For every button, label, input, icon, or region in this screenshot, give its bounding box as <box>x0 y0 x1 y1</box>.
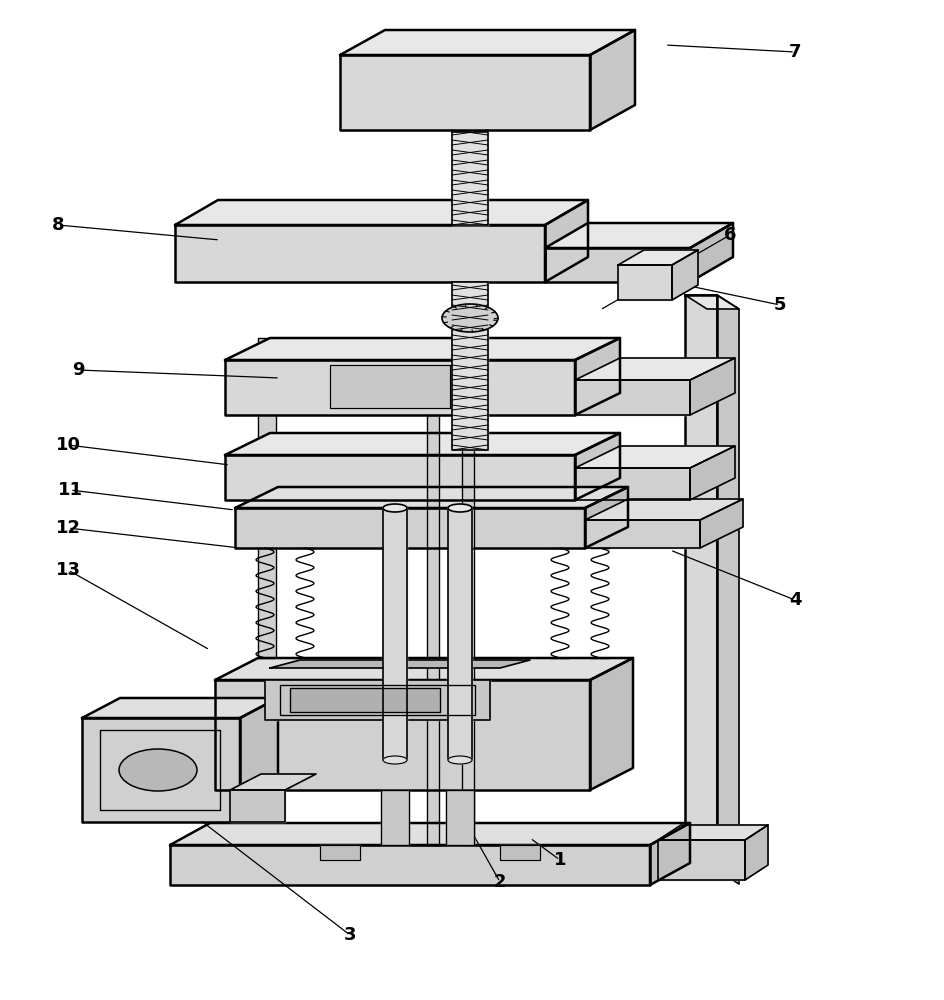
Polygon shape <box>427 415 439 845</box>
Text: 2: 2 <box>493 873 506 891</box>
Text: 11: 11 <box>58 481 82 499</box>
Text: 5: 5 <box>773 296 785 314</box>
Polygon shape <box>229 790 285 822</box>
Polygon shape <box>574 358 734 380</box>
Polygon shape <box>744 825 767 880</box>
Polygon shape <box>215 658 632 680</box>
Text: 13: 13 <box>56 561 80 579</box>
Polygon shape <box>617 250 698 265</box>
Polygon shape <box>225 360 574 415</box>
Ellipse shape <box>382 756 407 764</box>
Polygon shape <box>589 30 634 130</box>
Polygon shape <box>545 200 587 282</box>
Polygon shape <box>684 295 738 309</box>
Polygon shape <box>584 487 628 548</box>
Polygon shape <box>447 508 471 760</box>
Polygon shape <box>329 365 449 408</box>
Polygon shape <box>617 265 671 300</box>
Polygon shape <box>82 718 240 822</box>
Polygon shape <box>258 338 276 848</box>
Polygon shape <box>446 790 474 845</box>
Polygon shape <box>589 658 632 790</box>
Ellipse shape <box>382 504 407 512</box>
Polygon shape <box>264 680 490 720</box>
Polygon shape <box>574 433 619 500</box>
Polygon shape <box>320 845 360 860</box>
Polygon shape <box>657 840 744 880</box>
Polygon shape <box>700 499 742 548</box>
Polygon shape <box>240 698 278 822</box>
Polygon shape <box>574 380 689 415</box>
Polygon shape <box>671 250 698 300</box>
Polygon shape <box>225 338 619 360</box>
Text: 3: 3 <box>344 926 356 944</box>
Polygon shape <box>82 698 278 718</box>
Polygon shape <box>340 55 589 130</box>
Polygon shape <box>545 248 689 282</box>
Ellipse shape <box>442 304 497 332</box>
Polygon shape <box>175 200 587 225</box>
Polygon shape <box>689 358 734 415</box>
Polygon shape <box>499 845 539 860</box>
Polygon shape <box>545 223 733 248</box>
Polygon shape <box>170 823 689 845</box>
Polygon shape <box>229 774 315 790</box>
Polygon shape <box>462 415 474 845</box>
Polygon shape <box>215 680 589 790</box>
Polygon shape <box>270 660 530 668</box>
Polygon shape <box>451 282 487 450</box>
Polygon shape <box>451 132 487 225</box>
Polygon shape <box>175 225 545 282</box>
Ellipse shape <box>119 749 196 791</box>
Text: 9: 9 <box>72 361 84 379</box>
Polygon shape <box>235 487 628 508</box>
Text: 12: 12 <box>56 519 80 537</box>
Polygon shape <box>225 455 574 500</box>
Polygon shape <box>225 433 619 455</box>
Polygon shape <box>170 845 649 885</box>
Polygon shape <box>584 499 742 520</box>
Polygon shape <box>716 295 738 884</box>
Polygon shape <box>235 508 584 548</box>
Ellipse shape <box>447 504 471 512</box>
Text: 8: 8 <box>52 216 64 234</box>
Polygon shape <box>574 446 734 468</box>
Polygon shape <box>584 520 700 548</box>
Polygon shape <box>684 295 716 870</box>
Polygon shape <box>689 446 734 500</box>
Text: 4: 4 <box>788 591 801 609</box>
Polygon shape <box>380 790 409 845</box>
Polygon shape <box>382 508 407 760</box>
Text: 6: 6 <box>723 226 735 244</box>
Text: 10: 10 <box>56 436 80 454</box>
Polygon shape <box>574 468 689 500</box>
Polygon shape <box>649 823 689 885</box>
Polygon shape <box>290 688 440 712</box>
Text: 1: 1 <box>553 851 565 869</box>
Polygon shape <box>574 338 619 415</box>
Polygon shape <box>657 825 767 840</box>
Ellipse shape <box>447 756 471 764</box>
Polygon shape <box>689 223 733 282</box>
Text: 7: 7 <box>788 43 801 61</box>
Polygon shape <box>340 30 634 55</box>
